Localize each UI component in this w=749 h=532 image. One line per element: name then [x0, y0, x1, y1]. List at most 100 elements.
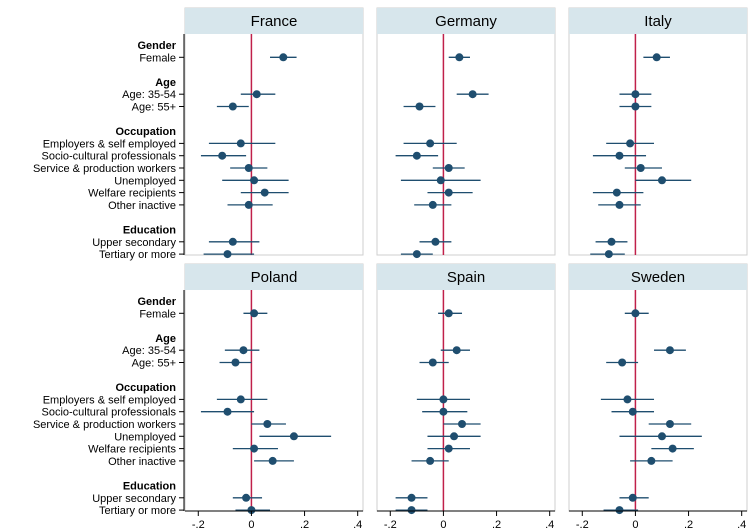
x-tick-label: .4 [737, 519, 746, 531]
row-label: Socio-cultural professionals [41, 151, 176, 163]
panel-frame [376, 263, 556, 512]
point-estimate [439, 407, 448, 416]
panel-frame [568, 7, 748, 256]
group-heading: Gender [137, 296, 176, 308]
x-tick-label: .4 [545, 519, 554, 531]
row-label: Other inactive [108, 200, 176, 212]
row-label: Female [139, 52, 176, 64]
point-estimate [665, 420, 674, 428]
x-tick-label: -.2 [384, 519, 397, 531]
point-estimate [218, 151, 227, 160]
row-label: Employers & self employed [43, 138, 176, 150]
x-tick-label: .2 [492, 519, 501, 531]
point-estimate [628, 407, 637, 416]
point-estimate [455, 53, 464, 62]
point-estimate [623, 395, 632, 404]
point-estimate [444, 188, 453, 197]
point-estimate [626, 139, 635, 148]
row-label: Tertiary or more [99, 505, 176, 517]
point-estimate [415, 102, 424, 111]
point-estimate [250, 444, 259, 453]
panel-title: Sweden [631, 269, 685, 286]
point-estimate [412, 250, 421, 259]
point-estimate [263, 420, 272, 428]
point-estimate [657, 432, 666, 441]
group-heading: Age [155, 77, 176, 89]
point-estimate [618, 358, 627, 367]
point-estimate [604, 250, 613, 259]
point-estimate [426, 456, 435, 465]
point-estimate [631, 309, 640, 318]
point-estimate [228, 237, 237, 246]
point-estimate [439, 395, 448, 404]
row-label: Unemployed [114, 175, 176, 187]
point-estimate [247, 506, 256, 515]
row-label: Service & production workers [33, 163, 177, 175]
row-label: Age: 35-54 [122, 345, 176, 357]
point-estimate [647, 456, 656, 465]
point-estimate [250, 176, 259, 185]
point-estimate [268, 456, 277, 465]
row-label: Age: 35-54 [122, 89, 176, 101]
row-label: Unemployed [114, 431, 176, 443]
x-tick-label: -.2 [192, 519, 205, 531]
point-estimate [665, 346, 674, 355]
point-estimate [450, 432, 459, 441]
point-estimate [631, 102, 640, 111]
row-label: Welfare recipients [88, 444, 176, 456]
panel-title: Germany [435, 13, 497, 30]
group-heading: Age [155, 333, 176, 345]
point-estimate [236, 395, 245, 404]
point-estimate [428, 200, 437, 209]
row-label: Female [139, 308, 176, 320]
point-estimate [452, 346, 461, 355]
panel-frame [184, 7, 364, 256]
point-estimate [631, 90, 640, 99]
row-label: Socio-cultural professionals [41, 407, 176, 419]
panel-strip [185, 8, 363, 34]
point-estimate [244, 200, 253, 209]
point-estimate [444, 444, 453, 453]
x-tick-label: .4 [353, 519, 362, 531]
point-estimate [431, 237, 440, 246]
panel-title: Italy [644, 13, 672, 30]
panel-strip [185, 264, 363, 290]
panel-frame [376, 7, 556, 256]
panel-title: Spain [447, 269, 485, 286]
row-label: Age: 55+ [132, 102, 176, 114]
x-tick-label: 0 [248, 519, 254, 531]
point-estimate [652, 53, 661, 62]
point-estimate [668, 444, 677, 453]
row-label: Upper secondary [92, 237, 176, 249]
row-label: Tertiary or more [99, 249, 176, 261]
point-estimate [223, 250, 232, 259]
point-estimate [242, 493, 251, 502]
point-estimate [428, 358, 437, 367]
point-estimate [468, 90, 477, 99]
point-estimate [239, 346, 248, 355]
point-estimate [636, 164, 645, 172]
row-label: Welfare recipients [88, 188, 176, 200]
x-tick-label: .2 [300, 519, 309, 531]
panel-title: France [251, 13, 298, 30]
point-estimate [615, 506, 624, 515]
point-estimate [436, 176, 445, 185]
point-estimate [228, 102, 237, 111]
panel-strip [569, 264, 747, 290]
group-heading: Education [123, 225, 176, 237]
panel-strip [377, 8, 555, 34]
x-tick-label: 0 [440, 519, 446, 531]
point-estimate [426, 139, 435, 148]
point-estimate [444, 164, 453, 172]
point-estimate [289, 432, 298, 441]
point-estimate [615, 151, 624, 160]
point-estimate [444, 309, 453, 318]
group-heading: Education [123, 481, 176, 493]
point-estimate [458, 420, 467, 428]
panel-frame [568, 263, 748, 512]
row-label: Upper secondary [92, 493, 176, 505]
row-label: Age: 55+ [132, 358, 176, 370]
panel-frame [184, 263, 364, 512]
point-estimate [279, 53, 288, 62]
